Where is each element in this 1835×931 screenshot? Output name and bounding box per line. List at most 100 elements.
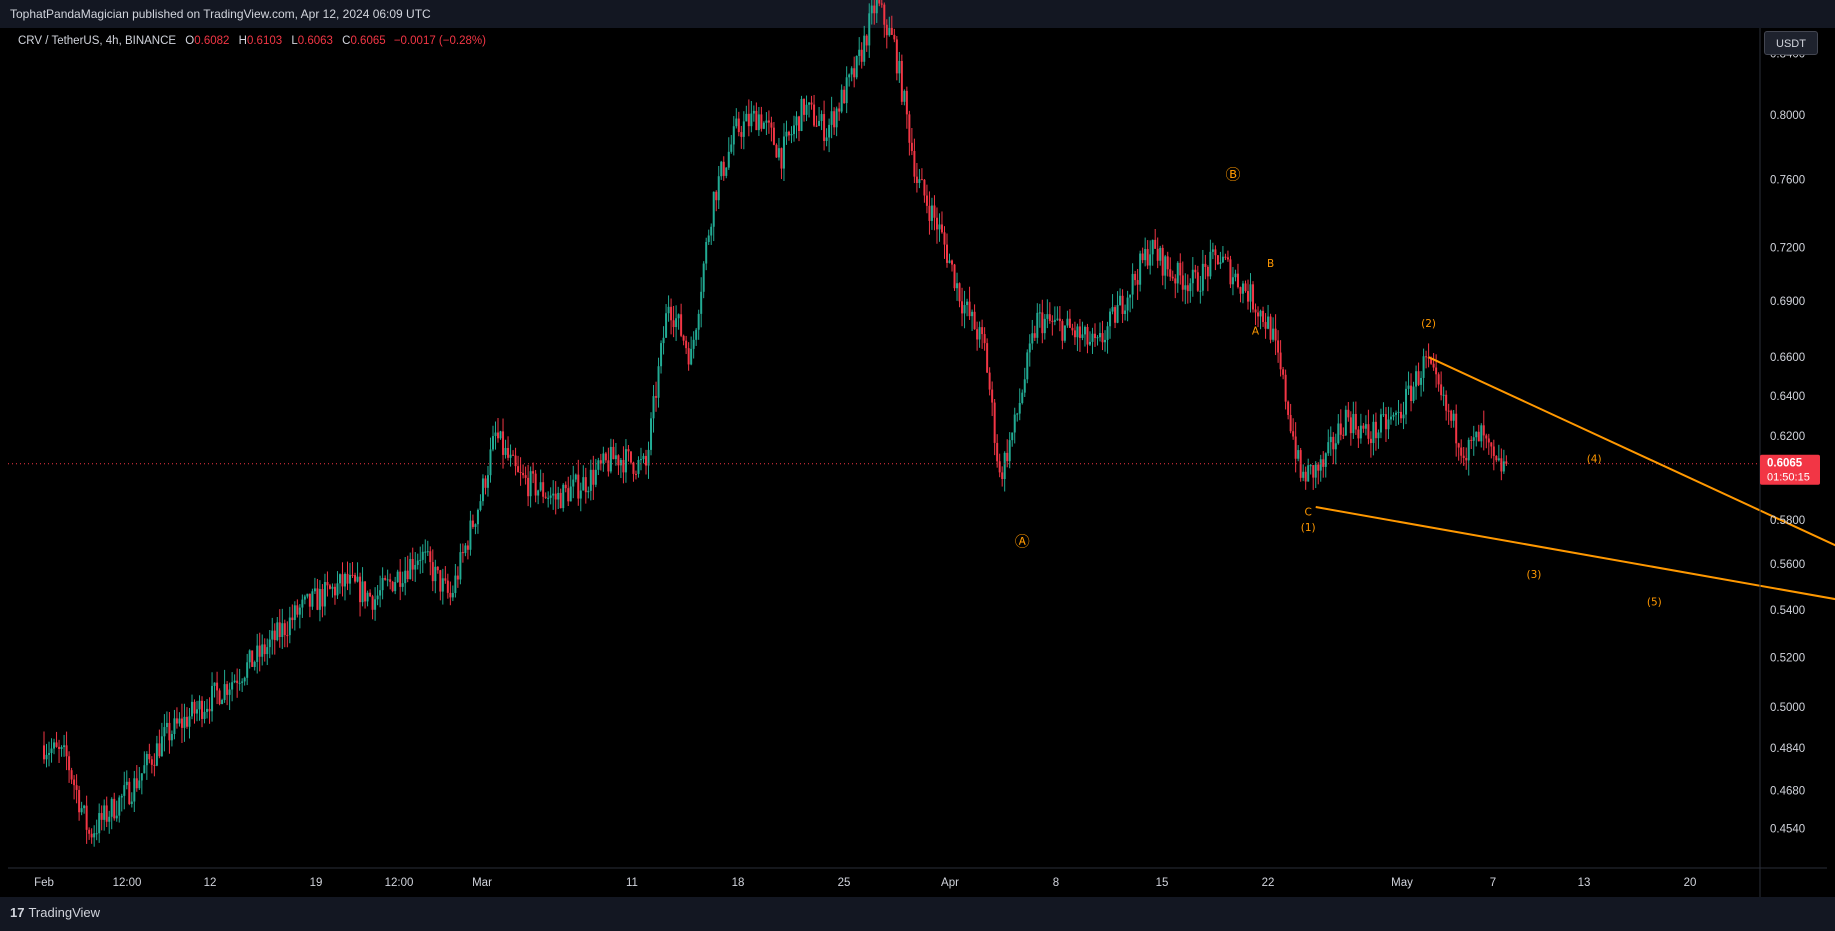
candle-body	[579, 490, 582, 499]
close-label: C	[342, 35, 351, 47]
symbol-legend[interactable]: CRV / TetherUS, 4h, BINANCE O0.6082 H0.6…	[18, 35, 486, 47]
candle-body	[991, 389, 994, 403]
candle-body	[376, 595, 379, 600]
candle-body	[1046, 314, 1049, 319]
candle-body	[1327, 442, 1330, 454]
candle-body	[1063, 325, 1066, 341]
candle-body	[795, 116, 798, 126]
candle-body	[1472, 437, 1475, 441]
candle-body	[695, 329, 698, 340]
wave-label[interactable]: (3)	[1527, 569, 1542, 581]
candle-body	[782, 136, 785, 169]
candle-body	[98, 813, 101, 834]
time-tick-label: 15	[1156, 877, 1169, 889]
candle-body	[775, 144, 778, 158]
candle-body	[253, 661, 256, 667]
lower-wedge-line[interactable]	[1315, 506, 1835, 612]
candle-body	[1339, 423, 1342, 435]
candle-body	[1033, 333, 1036, 338]
wave-label[interactable]: A	[1252, 325, 1260, 337]
candle-body	[381, 577, 384, 591]
candle-body	[1422, 356, 1425, 378]
wave-label[interactable]: Ⓑ	[1225, 165, 1240, 183]
candle-body	[737, 118, 740, 133]
wave-label[interactable]: (2)	[1421, 318, 1436, 330]
candle-body	[454, 575, 457, 594]
candle-body	[727, 151, 730, 168]
candle-body	[951, 260, 954, 265]
candle-body	[700, 291, 703, 314]
candle-body	[1279, 352, 1282, 370]
candle-body	[60, 747, 63, 749]
candle-body	[479, 501, 482, 510]
candle-body	[201, 700, 204, 719]
candle-body	[830, 111, 833, 125]
candle-body	[1460, 447, 1463, 456]
wave-label[interactable]: (1)	[1301, 522, 1316, 534]
tradingview-logo[interactable]: 17 TradingView	[10, 905, 100, 920]
candle-body	[203, 711, 206, 719]
candle-body	[968, 301, 971, 317]
candle-body	[875, 0, 878, 14]
candle-body	[522, 472, 525, 476]
candle-body	[248, 650, 251, 663]
candle-body	[1031, 333, 1034, 344]
candle-body	[386, 579, 389, 581]
candle-body	[747, 113, 750, 127]
last-price-tag-bg	[1760, 454, 1820, 485]
upper-wedge-line[interactable]	[1428, 356, 1835, 594]
candle-body	[604, 453, 607, 461]
wave-label[interactable]: C	[1305, 507, 1312, 519]
candle-body	[283, 623, 286, 636]
candle-body	[1485, 435, 1488, 439]
wave-label[interactable]: Ⓐ	[1015, 532, 1030, 550]
currency-button[interactable]: USDT	[1764, 31, 1818, 55]
price-tick-label: 0.6400	[1770, 391, 1805, 403]
candle-body	[514, 455, 517, 467]
candle-body	[1369, 438, 1372, 444]
candle-body	[1001, 472, 1004, 480]
candle-body	[589, 469, 592, 491]
candle-body	[790, 134, 793, 136]
candle-body	[268, 639, 271, 648]
candle-body	[1394, 412, 1397, 415]
candle-body	[138, 780, 141, 789]
time-tick-label: May	[1391, 877, 1413, 889]
candle-body	[130, 801, 133, 804]
candle-body	[527, 477, 530, 497]
candle-body	[221, 699, 224, 705]
candle-body	[865, 35, 868, 46]
candle-body	[998, 461, 1001, 473]
wave-label[interactable]: B	[1267, 258, 1274, 270]
wave-label[interactable]: (4)	[1587, 454, 1602, 466]
candle-body	[502, 431, 505, 455]
candle-body	[58, 746, 61, 749]
candle-body	[712, 191, 715, 227]
candle-body	[180, 718, 183, 728]
candle-body	[1482, 425, 1485, 436]
candle-body	[318, 589, 321, 610]
candle-body	[1219, 262, 1222, 265]
top-bar	[0, 0, 1835, 28]
candle-body	[599, 460, 602, 464]
candle-body	[1462, 455, 1465, 459]
candle-body	[113, 798, 116, 819]
candle-body	[489, 449, 492, 476]
candle-body	[308, 593, 311, 607]
candle-body	[517, 466, 520, 472]
last-price-value: 0.6065	[1767, 458, 1803, 470]
wave-label[interactable]: (5)	[1647, 596, 1662, 608]
time-tick-label: 22	[1262, 877, 1275, 889]
price-axis: 0.96000.92000.88000.84000.80000.76000.72…	[1770, 0, 1805, 836]
candle-body	[820, 114, 823, 121]
candle-body	[1432, 363, 1435, 368]
candle-body	[614, 455, 617, 460]
candle-body	[231, 682, 234, 690]
candle-body	[1244, 283, 1247, 292]
symbol-name: CRV / TetherUS, 4h, BINANCE	[18, 35, 177, 47]
candle-body	[848, 74, 851, 78]
candle-body	[1322, 459, 1325, 467]
candle-body	[1141, 253, 1144, 261]
candle-body	[971, 311, 974, 317]
